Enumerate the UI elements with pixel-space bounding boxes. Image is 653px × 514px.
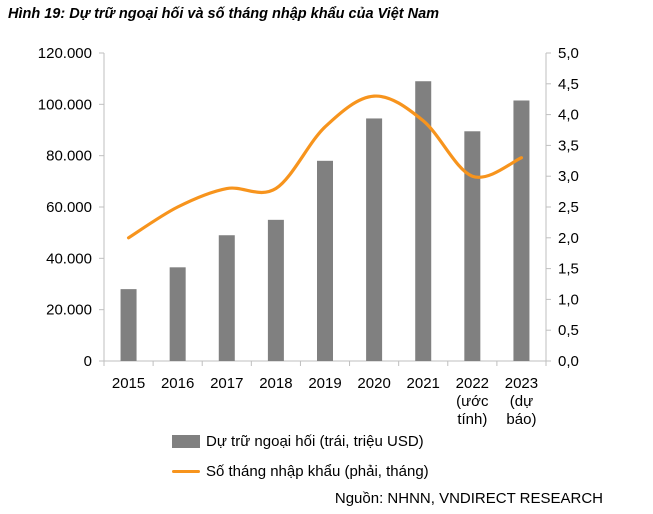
- x-axis-category-label: 2015: [112, 375, 145, 392]
- x-axis-category-label: 2016: [161, 375, 194, 392]
- x-axis-category-label: báo): [506, 411, 536, 428]
- x-axis-category-label: (ước: [456, 393, 489, 410]
- right-axis-tick-label: 1,5: [558, 261, 579, 278]
- right-axis-tick-label: 4,5: [558, 76, 579, 93]
- x-axis-category-label: tính): [457, 411, 487, 428]
- x-axis-category-label: (dự: [510, 393, 533, 410]
- bar: [120, 289, 137, 361]
- chart-title: Hình 19: Dự trữ ngoại hối và số tháng nh…: [8, 6, 439, 22]
- figure-number: Hình 19:: [8, 6, 66, 22]
- legend-bar-swatch: [172, 435, 200, 448]
- x-axis-category-label: 2018: [259, 375, 292, 392]
- left-axis-tick-label: 40.000: [46, 250, 92, 267]
- right-axis-tick-label: 0,0: [558, 353, 579, 370]
- bar: [366, 118, 383, 361]
- left-axis-tick-label: 80.000: [46, 148, 92, 165]
- x-axis-category-label: 2023: [505, 375, 538, 392]
- bar: [415, 81, 432, 361]
- bar: [464, 131, 481, 361]
- right-axis-tick-label: 2,0: [558, 230, 579, 247]
- bar: [169, 267, 186, 361]
- left-axis-tick-label: 120.000: [38, 45, 92, 62]
- x-axis-category-label: 2020: [357, 375, 390, 392]
- right-axis-tick-label: 4,0: [558, 107, 579, 124]
- legend-line-label: Số tháng nhập khẩu (phải, tháng): [206, 463, 429, 480]
- bar: [317, 160, 333, 361]
- legend-line-entry: Số tháng nhập khẩu (phải, tháng): [172, 463, 429, 480]
- left-axis-tick-label: 0: [84, 353, 92, 370]
- bar: [267, 219, 284, 361]
- legend-bar-entry: Dự trữ ngoại hối (trái, triệu USD): [172, 433, 424, 450]
- x-axis-category-label: 2022: [456, 375, 489, 392]
- source-note: Nguồn: NHNN, VNDIRECT RESEARCH: [334, 490, 603, 507]
- left-axis-tick-label: 60.000: [46, 199, 92, 216]
- right-axis-tick-label: 3,0: [558, 168, 579, 185]
- bar: [218, 235, 235, 361]
- right-axis-tick-label: 3,5: [558, 137, 579, 154]
- bar: [513, 100, 530, 361]
- figure-title-text: Dự trữ ngoại hối và số tháng nhập khẩu c…: [69, 6, 440, 22]
- right-axis-tick-label: 0,5: [558, 322, 579, 339]
- legend-line-swatch: [172, 470, 200, 473]
- x-axis-category-label: 2017: [210, 375, 243, 392]
- legend-bar-label: Dự trữ ngoại hối (trái, triệu USD): [206, 433, 424, 450]
- right-axis-tick-label: 2,5: [558, 199, 579, 216]
- x-axis-category-label: 2021: [407, 375, 440, 392]
- chart: 0 20.000 40.000 60.000 80.000 100.000 120.000 0…: [38, 45, 579, 428]
- left-axis-tick-label: 100.000: [38, 96, 92, 113]
- right-axis-tick-label: 1,0: [558, 291, 579, 308]
- left-axis-tick-label: 20.000: [46, 302, 92, 319]
- right-axis-tick-label: 5,0: [558, 45, 579, 62]
- x-axis-category-label: 2019: [308, 375, 341, 392]
